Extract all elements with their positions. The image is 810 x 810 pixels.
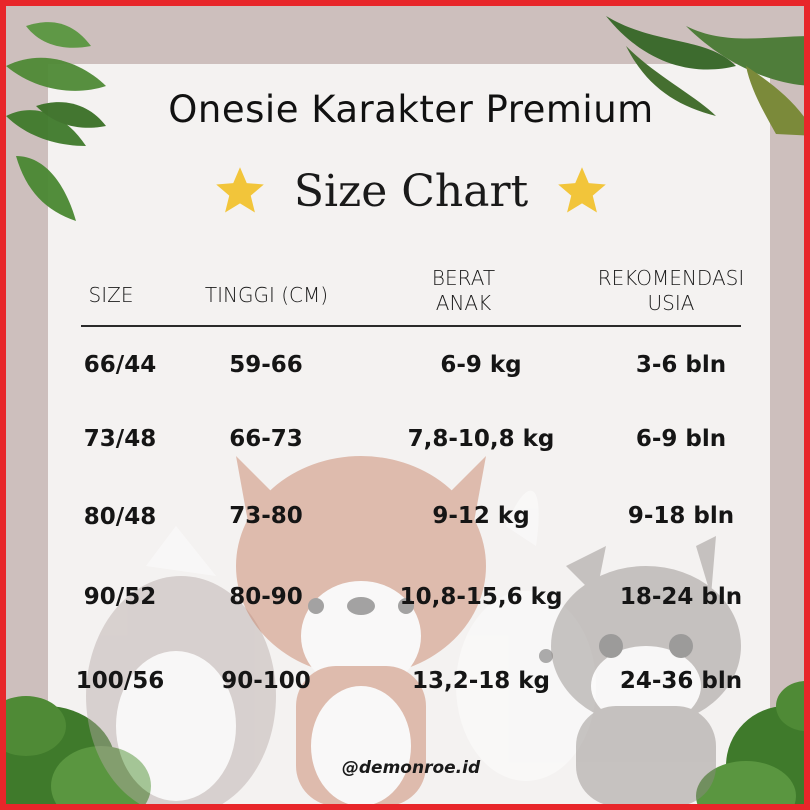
header-weight: BERAT ANAK	[431, 266, 496, 315]
age-cell: 3-6 bln	[635, 352, 727, 378]
size-cell: 100/56	[75, 668, 165, 694]
poster-title: Onesie Karakter Premium	[168, 88, 654, 131]
fox-illustration	[236, 456, 486, 804]
leaf-icon	[6, 696, 151, 804]
size-cell: 66/44	[83, 352, 157, 378]
star-icon	[216, 167, 264, 213]
social-handle: @demonroe.id	[341, 758, 481, 778]
age-cell: 9-18 bln	[627, 503, 735, 529]
height-cell: 80-90	[229, 584, 303, 610]
age-cell: 18-24 bln	[619, 584, 743, 610]
poster-subtitle: Size Chart	[293, 165, 529, 217]
age-cell: 24-36 bln	[619, 668, 743, 694]
leaf-icon	[696, 681, 804, 804]
header-height: TINGGI (CM)	[204, 283, 329, 307]
age-cell: 6-9 bln	[635, 426, 727, 452]
height-cell: 73-80	[229, 503, 303, 529]
star-icon	[558, 167, 606, 213]
header-divider	[81, 325, 741, 327]
height-cell: 90-100	[221, 668, 311, 694]
size-cell: 80/48	[83, 504, 157, 530]
leaf-icon	[6, 22, 106, 221]
owl-illustration	[86, 526, 276, 804]
weight-cell: 7,8-10,8 kg	[407, 426, 555, 452]
raccoon-illustration	[551, 536, 741, 804]
bunny-illustration	[456, 490, 596, 781]
subtitle-row: Size Chart	[6, 156, 804, 226]
height-cell: 66-73	[229, 426, 303, 452]
size-cell: 73/48	[83, 426, 157, 452]
size-cell: 90/52	[83, 584, 157, 610]
header-size: SIZE	[88, 283, 134, 307]
header-age: REKOMENDASI USIA	[597, 266, 745, 315]
height-cell: 59-66	[229, 352, 303, 378]
weight-cell: 13,2-18 kg	[411, 668, 551, 694]
background-illustration	[6, 16, 804, 804]
weight-cell: 6-9 kg	[440, 352, 522, 378]
weight-cell: 10,8-15,6 kg	[399, 584, 563, 610]
weight-cell: 9-12 kg	[432, 503, 530, 529]
leaf-icon	[606, 16, 804, 136]
